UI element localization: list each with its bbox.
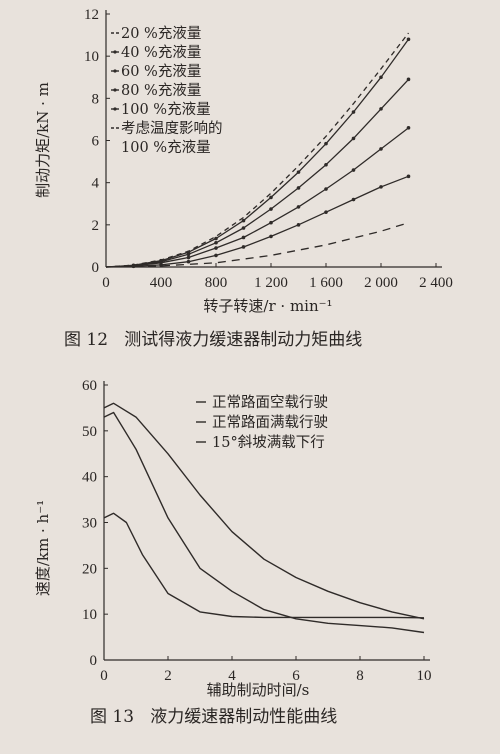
data-point: [351, 136, 356, 141]
series-line: [105, 78, 409, 268]
legend-label: 考虑温度影响的: [121, 120, 223, 137]
legend-label: 60 %充液量: [121, 63, 201, 80]
data-point: [379, 147, 383, 151]
legend-marker: [113, 107, 117, 111]
y-tick-label: 10: [84, 49, 99, 65]
data-point: [296, 170, 301, 174]
y-tick-label: 4: [92, 176, 100, 192]
series-line: [105, 38, 410, 268]
y-tick-label: 2: [92, 218, 100, 234]
chart1-x-axis-label: 转子转速/r · min⁻¹: [203, 297, 332, 315]
data-point: [186, 255, 191, 260]
legend-marker: [113, 69, 117, 73]
series-line: [103, 512, 425, 619]
legend-marker: [113, 50, 117, 54]
data-point: [406, 37, 411, 42]
legend-label: 正常路面空载行驶: [212, 394, 328, 411]
data-point: [241, 235, 246, 240]
y-tick-label: 12: [84, 7, 99, 23]
series-line: [103, 402, 425, 620]
series-line: [105, 127, 409, 268]
x-tick-label: 2 000: [364, 275, 398, 291]
y-tick-label: 30: [82, 516, 97, 532]
data-point: [269, 234, 273, 239]
series-line: [103, 411, 425, 634]
legend-marker: [113, 88, 117, 92]
data-point: [406, 174, 411, 179]
chart1-caption: 图 12 测试得液力缓速器制动力矩曲线: [64, 330, 362, 350]
data-point: [379, 185, 383, 189]
y-tick-label: 40: [82, 470, 97, 486]
data-point: [214, 246, 218, 250]
x-tick-label: 400: [150, 275, 173, 291]
chart1-plot: 0 400 800 1 200 1 600 2 000 2 400 0 2 4 6 8 10 12 20 %…: [84, 7, 453, 291]
data-point: [351, 197, 356, 202]
x-tick-label: 4: [228, 668, 236, 684]
y-tick-label: 60: [82, 378, 97, 394]
data-point: [351, 168, 356, 172]
x-tick-label: 800: [205, 275, 228, 291]
data-point: [241, 218, 246, 223]
x-tick-label: 6: [292, 668, 300, 684]
data-point: [214, 236, 218, 241]
chart2-x-axis-label: 辅助制动时间/s: [207, 681, 310, 699]
legend-label: 15°斜坡满载下行: [212, 434, 325, 451]
data-point: [351, 110, 356, 114]
data-point: [324, 141, 328, 146]
data-point: [214, 253, 218, 258]
legend-label: 100 %充液量: [121, 101, 211, 118]
y-tick-label: 0: [90, 653, 98, 669]
data-point: [241, 226, 246, 230]
x-tick-label: 8: [356, 668, 364, 684]
y-tick-label: 20: [82, 561, 97, 577]
data-point: [241, 245, 246, 249]
data-point: [406, 77, 411, 82]
legend-label: 80 %充液量: [121, 82, 201, 99]
data-point: [186, 259, 191, 264]
data-point: [296, 205, 301, 209]
y-tick-label: 6: [92, 134, 100, 150]
legend-label: 100 %充液量: [121, 139, 211, 156]
x-tick-label: 0: [100, 668, 108, 684]
y-tick-label: 8: [92, 91, 100, 107]
x-tick-label: 0: [102, 275, 110, 291]
data-point: [379, 107, 383, 111]
data-point: [269, 207, 273, 211]
data-point: [406, 126, 411, 130]
data-point: [214, 240, 218, 245]
x-tick-label: 2 400: [419, 275, 453, 291]
y-tick-label: 0: [92, 260, 100, 276]
series-line: [105, 222, 409, 268]
chart2-caption: 图 13 液力缓速器制动性能曲线: [90, 707, 337, 727]
chart2-y-axis-label: 速度/km · h⁻¹: [34, 500, 52, 596]
data-point: [324, 162, 328, 167]
y-tick-label: 10: [82, 607, 97, 623]
x-tick-label: 2: [164, 668, 172, 684]
data-point: [324, 187, 328, 191]
legend-label: 20 %充液量: [121, 25, 201, 42]
x-tick-label: 10: [417, 668, 432, 684]
data-point: [296, 223, 301, 227]
legend-label: 正常路面满载行驶: [212, 414, 328, 431]
legend-label: 40 %充液量: [121, 44, 201, 61]
data-point: [324, 210, 328, 214]
data-point: [269, 220, 273, 225]
data-point: [296, 186, 301, 190]
chart1-y-axis-label: 制动力矩/kN · m: [34, 82, 52, 198]
x-tick-label: 1 600: [309, 275, 343, 291]
x-tick-label: 1 200: [254, 275, 288, 291]
y-tick-label: 50: [82, 424, 97, 440]
data-point: [379, 75, 383, 80]
series-line: [105, 175, 409, 268]
data-point: [269, 195, 273, 200]
